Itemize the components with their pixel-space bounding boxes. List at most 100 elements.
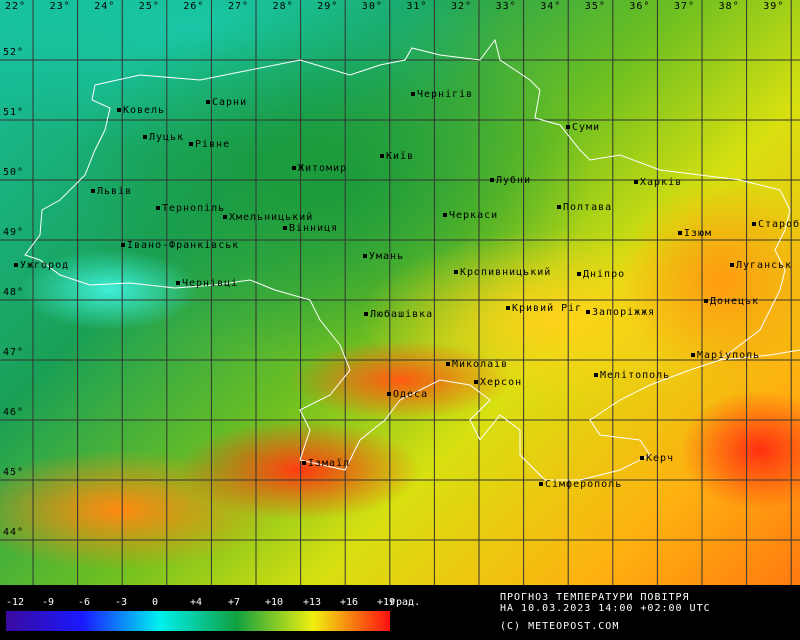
latitude-label: 46° xyxy=(3,407,25,418)
city-marker: Кривий Ріг xyxy=(506,304,582,314)
city-label: Харків xyxy=(640,177,683,188)
city-dot-icon xyxy=(223,215,227,219)
scale-tick-label: -9 xyxy=(42,597,55,608)
city-label: Чернігів xyxy=(417,89,474,100)
city-marker: Мелітополь xyxy=(594,371,670,381)
city-label: Донецьк xyxy=(710,296,760,307)
city-marker: Вінниця xyxy=(283,224,338,234)
city-marker: Донецьк xyxy=(704,297,759,307)
longitude-label: 25° xyxy=(138,1,160,12)
scale-tick-label: -12 xyxy=(6,597,25,608)
city-label: Ізмаїл xyxy=(308,458,351,469)
city-label: Київ xyxy=(386,151,415,162)
city-marker: Любашівка xyxy=(364,310,433,320)
city-dot-icon xyxy=(490,178,494,182)
latitude-label: 49° xyxy=(3,227,25,238)
longitude-label: 31° xyxy=(406,1,428,12)
city-marker: Луцьк xyxy=(143,133,184,143)
city-marker: Дніпро xyxy=(577,270,625,280)
city-marker: Житомир xyxy=(292,164,347,174)
scale-tick-label: -6 xyxy=(78,597,91,608)
forecast-title: ПРОГНОЗ ТЕМПЕРАТУРИ ПОВІТРЯ xyxy=(500,592,690,603)
city-dot-icon xyxy=(454,270,458,274)
city-label: Ізюм xyxy=(684,228,713,239)
city-dot-icon xyxy=(691,353,695,357)
city-label: Івано-Франківськ xyxy=(127,240,240,251)
city-dot-icon xyxy=(411,92,415,96)
copyright: (C) METEOPOST.COM xyxy=(500,621,620,632)
city-marker: Тернопіль xyxy=(156,204,225,214)
city-dot-icon xyxy=(730,263,734,267)
city-dot-icon xyxy=(117,108,121,112)
city-label: Запоріжжя xyxy=(592,307,656,318)
city-dot-icon xyxy=(189,142,193,146)
city-label: Кропивницький xyxy=(460,267,552,278)
city-label: Дніпро xyxy=(583,269,626,280)
border-line xyxy=(94,38,791,361)
city-label: Черкаси xyxy=(449,210,499,221)
city-marker: Чернівці xyxy=(176,279,238,289)
city-marker: Керч xyxy=(640,454,674,464)
city-marker: Київ xyxy=(380,152,414,162)
city-label: Любашівка xyxy=(370,309,434,320)
city-marker: Запоріжжя xyxy=(586,308,655,318)
city-dot-icon xyxy=(176,281,180,285)
city-dot-icon xyxy=(156,206,160,210)
city-dot-icon xyxy=(292,166,296,170)
longitude-label: 30° xyxy=(361,1,383,12)
city-marker: Кропивницький xyxy=(454,268,551,278)
city-label: Миколаїв xyxy=(452,359,509,370)
longitude-label: 32° xyxy=(451,1,473,12)
city-marker: Львів xyxy=(91,187,132,197)
latitude-label: 50° xyxy=(3,167,25,178)
city-marker: Херсон xyxy=(474,378,522,388)
scale-tick-label: +16 xyxy=(340,597,359,608)
city-label: Луцьк xyxy=(149,132,185,143)
scale-tick-label: +7 xyxy=(228,597,241,608)
border-line xyxy=(24,84,800,481)
city-label: Луганськ xyxy=(736,260,793,271)
city-dot-icon xyxy=(539,482,543,486)
city-dot-icon xyxy=(14,263,18,267)
longitude-label: 27° xyxy=(228,1,250,12)
city-marker: Ужгород xyxy=(14,261,69,271)
city-label: Житомир xyxy=(298,163,348,174)
city-marker: Умань xyxy=(363,252,404,262)
longitude-label: 35° xyxy=(584,1,606,12)
temperature-map: 22° 23° 24° 25° 26° 27° 28° 29° 30° 31° 32° 33° 34° 3… xyxy=(0,0,800,585)
city-dot-icon xyxy=(302,461,306,465)
city-marker: Ковель xyxy=(117,106,165,116)
longitude-label: 26° xyxy=(183,1,205,12)
city-label: Тернопіль xyxy=(162,203,226,214)
city-dot-icon xyxy=(506,306,510,310)
city-marker: Суми xyxy=(566,123,600,133)
scale-tick-label: +10 xyxy=(265,597,284,608)
city-marker: Одеса xyxy=(387,390,428,400)
city-marker: Івано-Франківськ xyxy=(121,241,239,251)
city-marker: Сарни xyxy=(206,98,247,108)
city-marker: Маріуполь xyxy=(691,351,760,361)
city-label: Сімферополь xyxy=(545,479,623,490)
city-label: Хмельницький xyxy=(229,212,314,223)
city-label: Ковель xyxy=(123,105,166,116)
scale-tick-label: +19 xyxy=(377,597,396,608)
city-dot-icon xyxy=(143,135,147,139)
longitude-label: 34° xyxy=(540,1,562,12)
city-label: Ужгород xyxy=(20,260,70,271)
city-label: Одеса xyxy=(393,389,429,400)
city-label: Рівне xyxy=(195,139,231,150)
city-label: Чернівці xyxy=(182,278,239,289)
city-label: Керч xyxy=(646,453,675,464)
city-label: Лубни xyxy=(496,175,532,186)
forecast-date: НА 10.03.2023 14:00 +02:00 UTC xyxy=(500,603,711,614)
city-label: Маріуполь xyxy=(697,350,761,361)
city-dot-icon xyxy=(364,312,368,316)
city-marker: Сімферополь xyxy=(539,480,622,490)
scale-tick-label: +13 xyxy=(303,597,322,608)
city-dot-icon xyxy=(752,222,756,226)
city-dot-icon xyxy=(634,180,638,184)
city-label: Кривий Ріг xyxy=(512,303,583,314)
longitude-label: 29° xyxy=(317,1,339,12)
longitude-label: 36° xyxy=(629,1,651,12)
latitude-label: 44° xyxy=(3,527,25,538)
